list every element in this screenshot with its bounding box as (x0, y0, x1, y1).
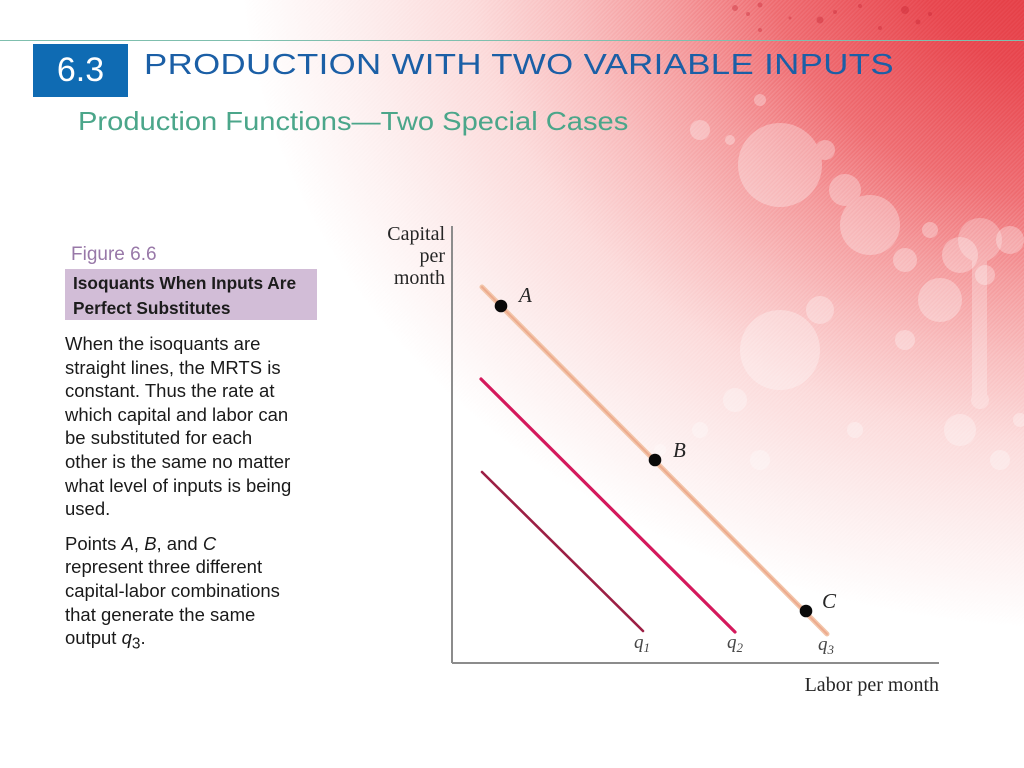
svg-text:q1: q1 (634, 632, 650, 655)
svg-text:A: A (517, 283, 532, 307)
svg-text:per: per (419, 245, 445, 267)
svg-text:Labor per month: Labor per month (805, 674, 939, 696)
svg-text:q3: q3 (818, 634, 835, 657)
svg-text:B: B (673, 438, 686, 462)
svg-text:q2: q2 (727, 632, 744, 655)
svg-text:C: C (822, 589, 837, 613)
svg-text:Capital: Capital (387, 223, 445, 245)
svg-text:month: month (394, 267, 445, 289)
